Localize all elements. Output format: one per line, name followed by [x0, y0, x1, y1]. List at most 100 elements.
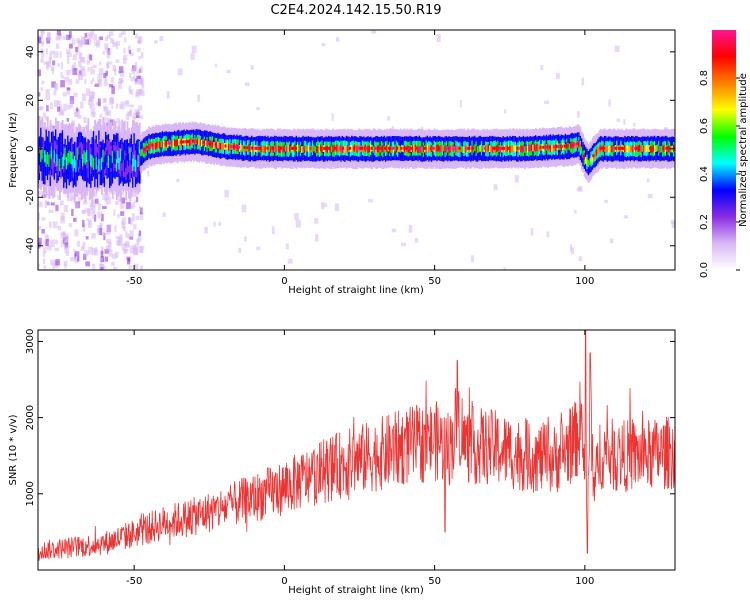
heatmap-noise-cell	[401, 242, 406, 247]
heatmap-noise-cell	[77, 40, 83, 48]
heatmap-noise-cell	[83, 253, 87, 260]
heatmap-noise-cell	[166, 91, 170, 99]
heatmap-peak-cell	[348, 146, 354, 150]
y-tick-label: -40	[25, 238, 36, 254]
heatmap-noise-cell	[116, 240, 121, 246]
heatmap-noise-cell	[50, 239, 55, 248]
heatmap-noise-cell	[54, 83, 58, 89]
heatmap-ridge-cell	[522, 145, 525, 152]
heatmap-noise-cell	[65, 236, 69, 245]
heatmap-noise-cell	[334, 203, 339, 212]
heatmap-ridge-cell	[199, 138, 202, 146]
heatmap-noise-cell	[61, 75, 65, 79]
heatmap-noise-cell	[81, 209, 85, 214]
heatmap-noise-cell	[408, 224, 413, 233]
heatmap-noise-cell	[57, 106, 61, 112]
heatmap-noise-cell	[139, 212, 144, 220]
heatmap-noise-cell	[52, 221, 58, 229]
heatmap-noise-cell	[108, 241, 112, 248]
heatmap-noise-cell	[60, 212, 65, 221]
heatmap-noise-cell	[63, 204, 69, 213]
heatmap-noise-cell	[130, 205, 135, 210]
heatmap-noise-cell	[117, 194, 122, 202]
heatmap-ridge-cell	[489, 145, 491, 153]
heatmap-noise-cell	[88, 219, 91, 226]
heatmap-ridge-cell	[287, 145, 290, 152]
heatmap-noise-cell	[102, 98, 107, 103]
heatmap-noise-cell	[66, 49, 71, 54]
heatmap-ridge-cell	[284, 144, 287, 152]
heatmap-ridge-cell	[305, 145, 307, 152]
heatmap-noise-cell	[38, 191, 44, 196]
heatmap-noise-cell	[41, 217, 46, 221]
heatmap-ridge-cell	[68, 150, 71, 163]
x-tick-label: 100	[575, 576, 594, 587]
heatmap-noise-cell	[109, 84, 114, 88]
heatmap-noise-cell	[42, 258, 46, 265]
heatmap-ridge-cell	[172, 140, 175, 148]
heatmap-noise-cell	[92, 263, 96, 270]
heatmap-noise-cell	[294, 213, 299, 221]
heatmap-noise-cell	[104, 197, 108, 203]
heatmap-noise-cell	[135, 61, 138, 70]
heatmap-ridge-cell	[157, 141, 160, 149]
heatmap-noise-cell	[66, 52, 72, 57]
heatmap-ridge-cell	[655, 145, 658, 152]
heatmap-noise-cell	[295, 219, 301, 228]
heatmap-ridge-cell	[109, 154, 111, 167]
heatmap-noise-cell	[78, 70, 83, 76]
heatmap-noise-cell	[71, 192, 74, 199]
heatmap-ridge-cell	[536, 143, 539, 151]
heatmap-ridge-cell	[248, 144, 251, 152]
heatmap-noise-cell	[106, 228, 111, 235]
heatmap-noise-cell	[90, 80, 93, 85]
heatmap-noise-cell	[65, 34, 71, 40]
heatmap-noise-cell	[218, 221, 222, 227]
heatmap-ridge-cell	[211, 140, 214, 148]
heatmap-ridge-cell	[570, 141, 572, 149]
heatmap-noise-cell	[92, 64, 97, 69]
heatmap-ridge-cell	[653, 145, 656, 153]
heatmap-noise-cell	[45, 92, 51, 101]
heatmap-noise-cell	[105, 245, 111, 252]
heatmap-noise-cell	[133, 247, 139, 256]
heatmap-peak-cell	[224, 144, 229, 148]
heatmap-ridge-cell	[94, 139, 96, 166]
heatmap-ridge-cell	[163, 140, 165, 148]
heatmap-peak-cell	[548, 145, 553, 149]
heatmap-ridge-cell	[313, 144, 316, 152]
heatmap-noise-cell	[335, 37, 340, 42]
heatmap-ridge-cell	[428, 145, 430, 153]
heatmap-ridge-cell	[115, 159, 118, 172]
heatmap-noise-cell	[124, 240, 130, 248]
heatmap-noise-cell	[139, 246, 143, 253]
heatmap-peak-cell	[582, 155, 587, 159]
heatmap-noise-cell	[116, 118, 121, 124]
heatmap-ridge-cell	[586, 159, 589, 166]
heatmap-ridge-cell	[38, 147, 40, 160]
heatmap-noise-cell	[127, 45, 131, 53]
heatmap-noise-cell	[75, 51, 79, 55]
heatmap-noise-cell	[93, 214, 97, 222]
heatmap-noise-cell	[111, 86, 115, 95]
heatmap-noise-cell	[138, 230, 142, 237]
heatmap-ridge-cell	[52, 150, 55, 177]
heatmap-ridge-cell	[107, 155, 110, 169]
heatmap-ridge-cell	[659, 146, 662, 153]
heatmap-ridge-cell	[626, 145, 629, 153]
heatmap-ridge-cell	[91, 155, 94, 168]
heatmap-ridge-cell	[241, 144, 244, 152]
heatmap-ridge-cell	[194, 138, 197, 146]
heatmap-noise-cell	[43, 240, 48, 246]
heatmap-ridge-cell	[386, 145, 389, 152]
heatmap-noise-cell	[90, 200, 94, 205]
heatmap-noise-cell	[91, 232, 96, 239]
heatmap-noise-cell	[139, 115, 143, 120]
heatmap-ridge-cell	[476, 146, 479, 154]
heatmap-noise-cell	[88, 246, 94, 255]
heatmap-ridge-cell	[145, 145, 148, 153]
heatmap-noise-cell	[66, 87, 71, 91]
heatmap-noise-cell	[84, 32, 88, 38]
heatmap-noise-cell	[204, 226, 208, 234]
